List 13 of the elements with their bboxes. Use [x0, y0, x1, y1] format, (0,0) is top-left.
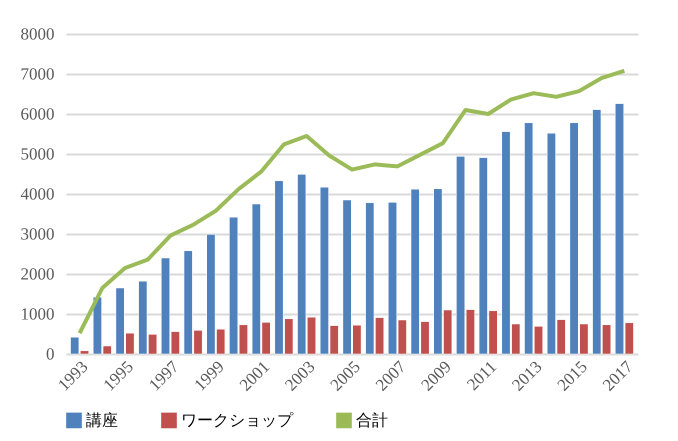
y-tick-label: 1000 [20, 304, 54, 324]
y-tick-label: 4000 [20, 184, 54, 204]
legend-label: 合計 [356, 411, 388, 430]
line-series [78, 68, 626, 336]
legend-label: 講座 [86, 411, 118, 430]
y-tick-label: 2000 [20, 264, 54, 284]
y-tick-label: 6000 [20, 104, 54, 124]
legend-label: ワークショップ [181, 411, 294, 430]
y-tick-label: 8000 [20, 24, 54, 44]
y-tick-label: 7000 [20, 64, 54, 84]
y-tick-label: 3000 [20, 224, 54, 244]
y-tick-label: 5000 [20, 144, 54, 164]
y-tick-label: 0 [46, 344, 54, 364]
